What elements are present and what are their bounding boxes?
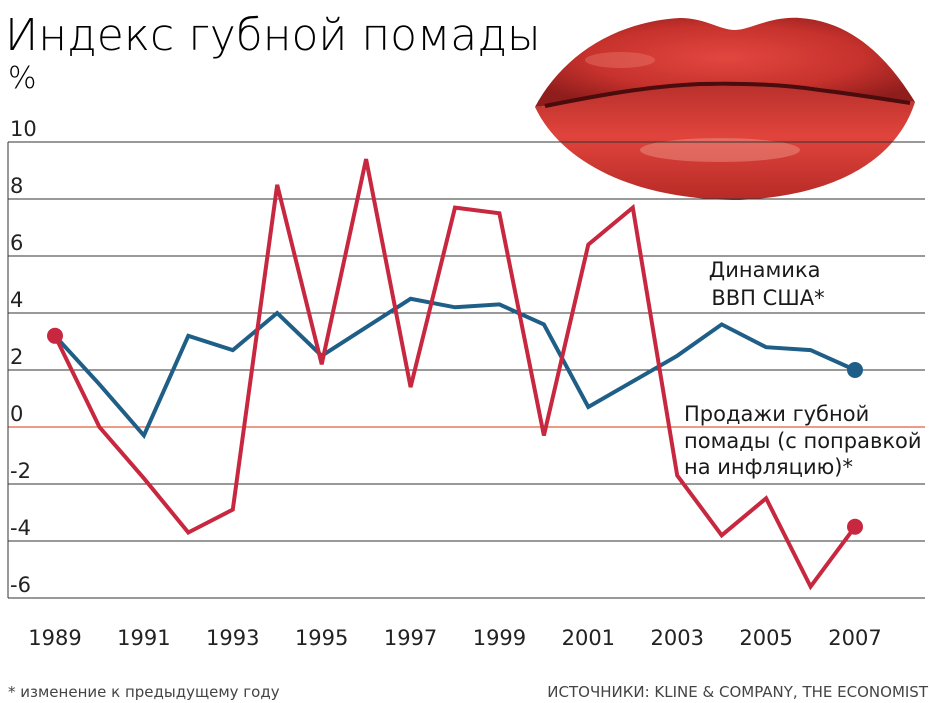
x-tick-label: 1993	[206, 626, 259, 650]
x-tick-label: 2007	[828, 626, 881, 650]
gdp-series-label: Динамика ВВП США*	[709, 258, 827, 310]
y-unit-label: %	[8, 61, 37, 96]
y-tick-label: -2	[10, 459, 31, 483]
source-note: ИСТОЧНИКИ: KLINE & COMPANY, THE ECONOMIS…	[547, 683, 929, 701]
y-tick-label: -6	[10, 573, 31, 597]
y-tick-label: 0	[10, 402, 23, 426]
x-tick-label: 2005	[739, 626, 792, 650]
gdp-line	[53, 296, 856, 440]
x-tick-label: 2001	[562, 626, 615, 650]
x-tick-label: 1991	[117, 626, 170, 650]
lipstick-sales-line	[53, 158, 857, 591]
y-tick-label: 2	[10, 345, 23, 369]
gdp-series-label-line: ВВП США*	[711, 286, 824, 310]
lipstick-series-label-line: Продажи губной	[684, 402, 869, 426]
x-tick-label: 1997	[384, 626, 437, 650]
x-tick-label: 1989	[28, 626, 81, 650]
lipstick-series-label-line: помады (с поправкой	[684, 429, 922, 453]
gdp-line-end-marker	[847, 362, 863, 378]
x-tick-label: 2003	[650, 626, 703, 650]
y-tick-label: 8	[10, 174, 23, 198]
x-axis-ticks: 1989 1991 1993 1995 1997 1999 2001 2003 2005 2007	[28, 626, 881, 650]
lipstick-sales-line-end-marker	[847, 518, 863, 535]
lipstick-sales-line-start-marker	[47, 327, 63, 344]
footnote: * изменение к предыдущему году	[8, 683, 280, 701]
x-tick-label: 1995	[295, 626, 348, 650]
chart-title: Индекс губной помады	[5, 10, 541, 61]
y-tick-label: 10	[10, 117, 37, 141]
y-tick-label: 6	[10, 231, 23, 255]
gdp-series-label-line: Динамика	[709, 258, 821, 282]
y-tick-label: 4	[10, 288, 23, 312]
y-axis-ticks: 10 8 6 4 2 0 -2 -4 -6	[10, 117, 37, 597]
y-tick-label: -4	[10, 516, 31, 540]
lipstick-series-label: Продажи губной помады (с поправкой на ин…	[684, 402, 928, 479]
grid-lines	[7, 141, 925, 599]
lips-illustration	[535, 17, 915, 200]
series-group	[47, 158, 863, 591]
lipstick-series-label-line: на инфляцию)*	[684, 455, 853, 479]
x-tick-label: 1999	[473, 626, 526, 650]
